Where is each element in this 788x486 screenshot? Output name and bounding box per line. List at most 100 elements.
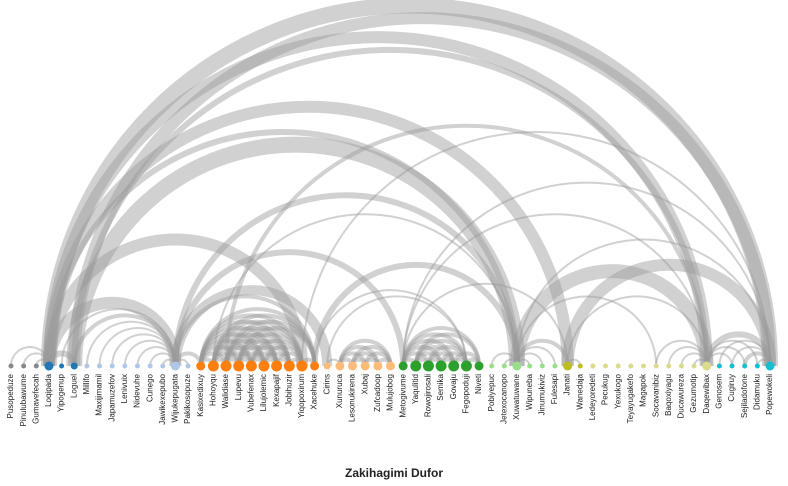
node-label-Lesonukirena: Lesonukirena (348, 373, 357, 422)
arc-Lenivuix-Wijukepugata (123, 339, 177, 367)
node-Xubaj (360, 361, 370, 371)
node-Wipuneba (527, 363, 533, 369)
node-Fulesapi (552, 363, 558, 369)
node-label-Metogivume: Metogivume (398, 373, 407, 417)
node-label-Semika: Semika (436, 373, 445, 400)
node-label-Fegopoduji: Fegopoduji (462, 374, 471, 414)
node-label-Pinulubawume: Pinulubawume (19, 373, 28, 426)
node-Lilujolemic (258, 360, 270, 372)
arc-Loguel-Xuwatuwane (66, 136, 525, 367)
arc-Vubefenax-Jobihuzir (249, 345, 292, 367)
node-label-Millifo: Millifo (82, 373, 91, 394)
node-label-Ducawureza: Ducawureza (677, 373, 686, 418)
arc-Wijukepugata-Kasixedixuy (173, 351, 203, 367)
arc-Cugiruy-Popewokeli (731, 346, 771, 367)
node-Yaqulitid (410, 360, 422, 372)
arc-Lupevu-Xacehuke (236, 326, 317, 367)
arc-Loqipada-Yiqopoxirum (42, 233, 308, 367)
arc-Hohoyqu-Jobihuzir (211, 326, 292, 367)
node-Popewokeli (765, 361, 775, 371)
arc-Lupevu-Kexapajif (236, 345, 279, 367)
node-Gumavefecah (33, 363, 39, 369)
node-label-Magapok: Magapok (639, 373, 648, 407)
node-label-Zufcadoop: Zufcadoop (373, 373, 382, 411)
arc-Metogivume-Daqewibax (402, 213, 708, 367)
node-Jawikexepubo (160, 363, 166, 369)
node-label-Walidiase: Walidiase (221, 373, 230, 408)
node-Ledeyoredeti (590, 363, 596, 369)
arc-Loqipada-Loguel (45, 350, 78, 367)
node-label-Daqewibax: Daqewibax (702, 374, 711, 414)
node-Yiqopoxirum (296, 360, 308, 372)
arc-Metogivume-Semika (401, 345, 444, 367)
node-label-Lupevu: Lupevu (234, 374, 243, 400)
arc-Lesonukirena-Zufcadoop (350, 351, 380, 367)
node-Hohoyqu (207, 360, 219, 372)
node-Yexukogo (615, 363, 621, 369)
arc-Daqewibax-Popewokeli (703, 331, 773, 367)
arc-Loqipada-Janati (42, 100, 574, 367)
node-label-Gezumotip: Gezumotip (689, 373, 698, 412)
node-label-Yaqulitid: Yaqulitid (411, 374, 420, 404)
arc-Ducawureza-Daqewibax (680, 352, 708, 367)
arc-Xacehuke-Fegopoduji (313, 289, 468, 367)
arc-Lesonukirena-Mulujobog (350, 345, 393, 367)
node-Kexapajif (271, 360, 283, 372)
node-layer (8, 360, 775, 372)
arc-Wijukepugata-Xacehuke (173, 294, 317, 367)
node-Cunego (147, 363, 153, 369)
node-Gezumotip (691, 363, 697, 369)
node-label-Yexukogo: Yexukogo (613, 373, 622, 408)
arc-Yaqulitid-Niveti (413, 332, 482, 367)
arc-Kasixedixuy-Xacehuke (198, 307, 317, 367)
node-Loqipada (44, 361, 54, 371)
node-Baqoxiyagu (666, 363, 672, 369)
arc-Loguel-Wijukepugata (72, 313, 178, 367)
arc-Cunego-Wijukepugata (149, 352, 177, 367)
arc-Pusopeduze-Loqipada (10, 346, 50, 367)
node-Zufcadoop (373, 361, 383, 371)
arc-Genosem-Popewokeli (718, 339, 771, 367)
node-Pinulubawume (21, 363, 27, 369)
node-Didamuku (754, 363, 760, 369)
arc-Walidiase-Lilujolemic (224, 345, 266, 367)
node-Wijukepugata (170, 361, 180, 371)
node-Nidevuhe (135, 363, 140, 369)
arc-Loqipada-Daqewibax (42, 31, 713, 367)
node-label-Kasixedixuy: Kasixedixuy (196, 374, 205, 417)
node-label-Fulesapi: Fulesapi (550, 374, 559, 404)
arc-Vubefenax-Yiqopoxirum (249, 338, 304, 367)
arc-Daqewibax-Cugiruy (705, 352, 734, 367)
arc-Xunuruca-Mulujobog (337, 338, 393, 367)
node-label-Rowojirosali: Rowojirosali (424, 374, 433, 417)
node-label-Pakikosopuze: Pakikosopuze (183, 373, 192, 423)
node-label-Teyayugakefo: Teyayugakefo (626, 373, 635, 423)
arc-Loguel-Popewokeli (68, 12, 776, 367)
arc-Daqewibax-Didamuku (705, 339, 759, 367)
arc-Nidevuhe-Wijukepugata (136, 346, 177, 367)
node-Lesonukirena (348, 361, 358, 371)
arc-Metogivume-Janati (402, 282, 569, 367)
node-Socavanibiz (653, 363, 659, 369)
node-label-Pobiyepuc: Pobiyepuc (487, 374, 496, 411)
arc-Metogivume-Fegopoduji (401, 332, 469, 367)
node-label-Wijukepugata: Wijukepugata (171, 373, 180, 422)
node-label-Cugiruy: Cugiruy (727, 374, 736, 402)
node-label-Wanedaja: Wanedaja (575, 373, 584, 409)
arc-Yaqulitid-Fegopoduji (413, 338, 469, 367)
arc-Xuwatuwane-Janati (515, 338, 570, 367)
node-Jinumukiviz (539, 363, 545, 369)
node-label-Loguel: Loguel (69, 374, 78, 398)
node-Mulujobog (386, 361, 395, 371)
arc-Loqipada-Popewokeli (40, 0, 778, 367)
node-Daqewibax (702, 361, 712, 371)
arc-Metogivume-Niveti (401, 326, 482, 367)
node-label-Cirins: Cirins (322, 374, 331, 394)
node-Jetexocanopo (501, 363, 507, 369)
node-label-Popewokeli: Popewokeli (765, 374, 774, 415)
arc-Pobiyepuc-Xuwatuwane (490, 352, 518, 367)
arc-Kasixedixuy-Vubefenax (198, 338, 254, 367)
arc-Metogivume-Popewokeli (402, 181, 771, 367)
node-label-Loqipada: Loqipada (44, 373, 53, 406)
arc-Kasixedixuy-Kexapajif (198, 326, 279, 367)
